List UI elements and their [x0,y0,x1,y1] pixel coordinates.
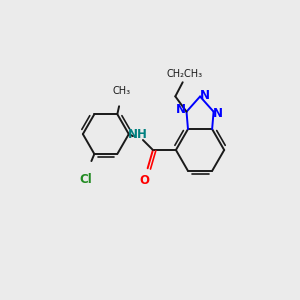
Text: CH₃: CH₃ [112,86,130,96]
Text: N: N [213,107,223,120]
Text: NH: NH [128,128,148,141]
Text: N: N [200,89,210,102]
Text: N: N [176,103,186,116]
Text: CH₂CH₃: CH₂CH₃ [166,69,202,79]
Text: O: O [139,174,149,187]
Text: Cl: Cl [79,173,92,186]
